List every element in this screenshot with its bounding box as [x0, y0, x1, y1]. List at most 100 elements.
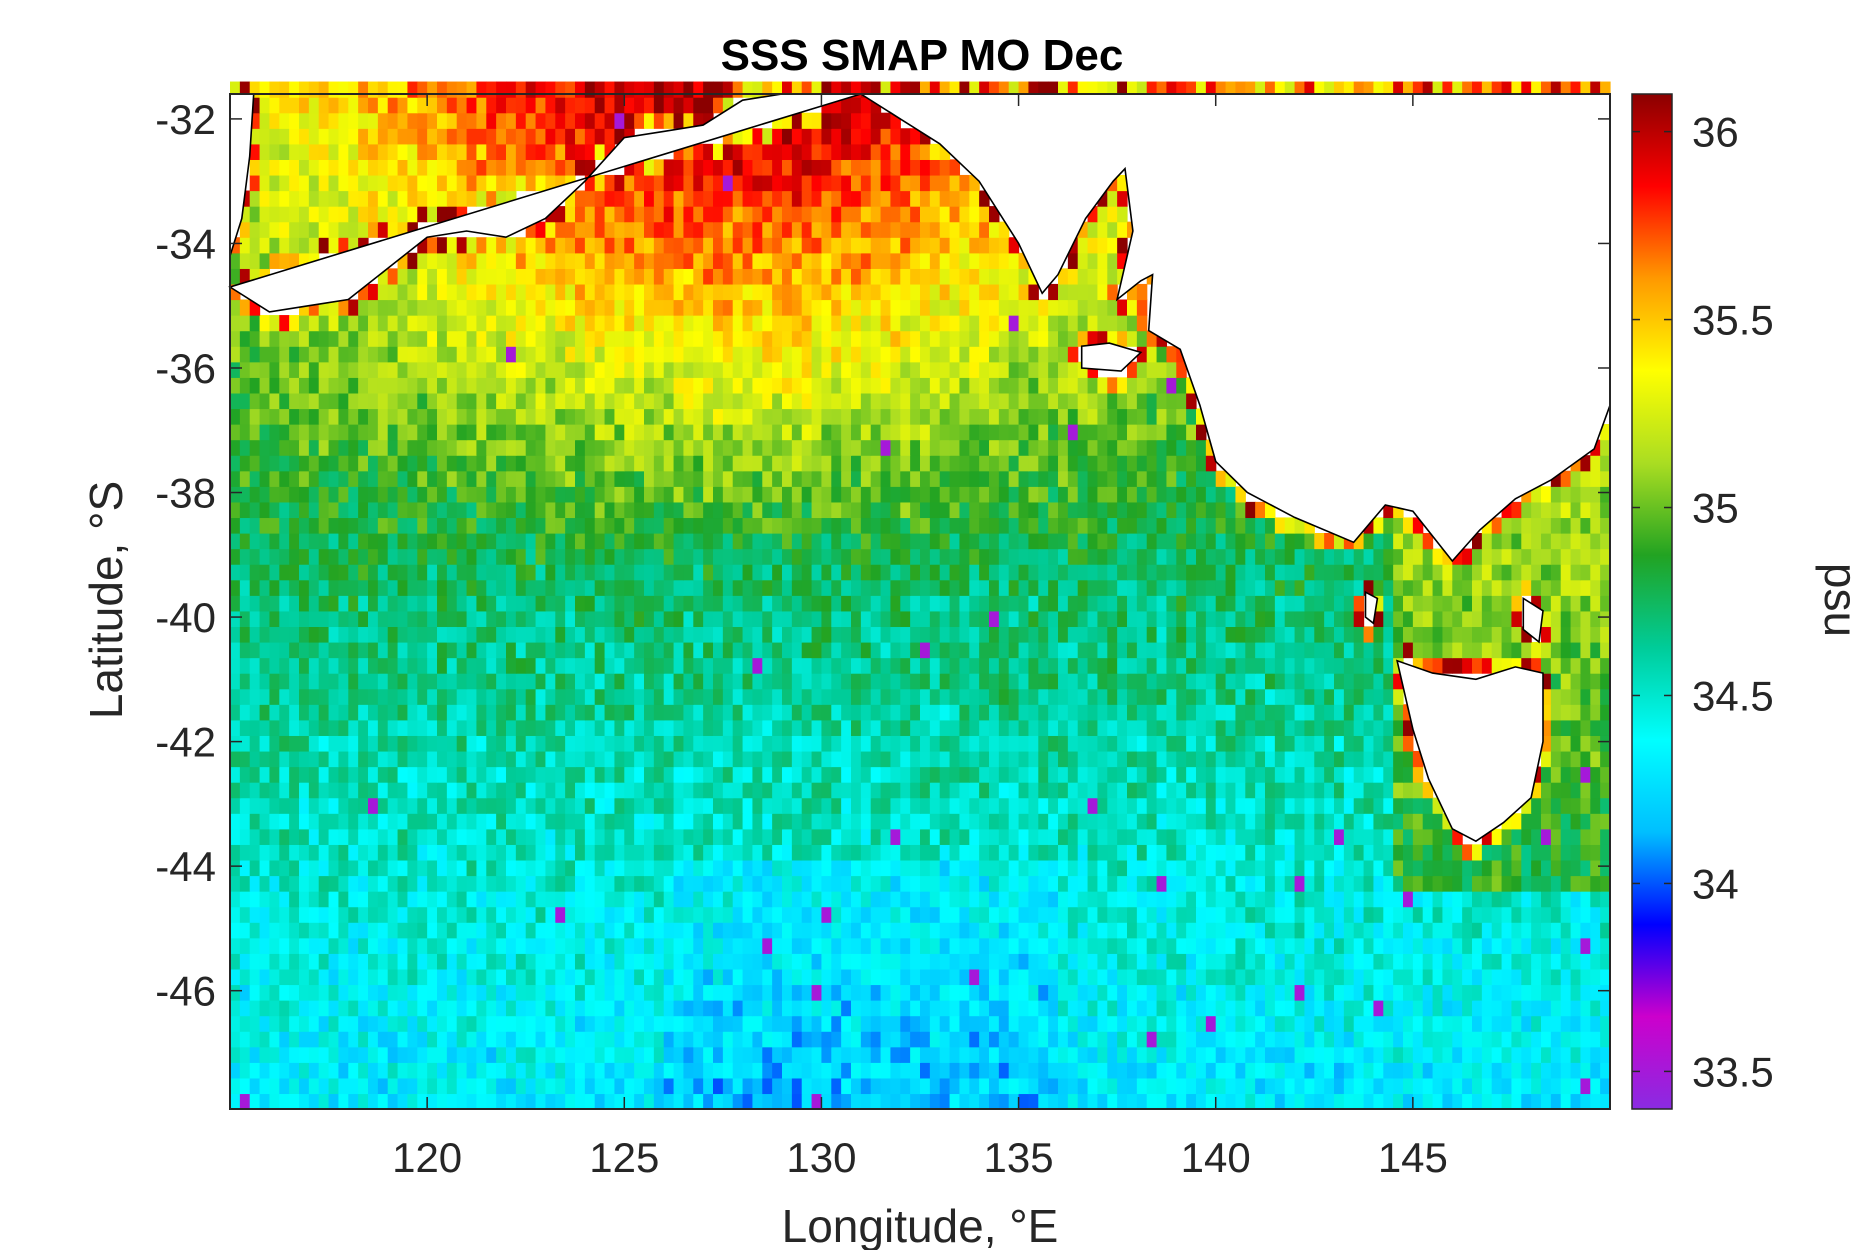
- heatmap-cell: [565, 1093, 576, 1110]
- heatmap-cell: [851, 673, 862, 690]
- heatmap-cell: [387, 719, 399, 736]
- heatmap-cell: [358, 688, 369, 705]
- heatmap-cell: [1274, 719, 1286, 736]
- heatmap-cell: [515, 953, 527, 970]
- heatmap-cell: [673, 1077, 685, 1095]
- heatmap-cell: [318, 673, 330, 690]
- heatmap-cell: [1393, 719, 1404, 736]
- heatmap-cell: [821, 937, 832, 954]
- heatmap-cell: [880, 657, 892, 674]
- heatmap-cell: [1353, 1062, 1365, 1079]
- heatmap-cell: [929, 906, 941, 923]
- heatmap-cell: [1314, 922, 1325, 939]
- heatmap-cell: [959, 968, 970, 986]
- heatmap-cell: [1146, 1046, 1158, 1063]
- heatmap-cell: [476, 1077, 487, 1095]
- heatmap-cell: [782, 1000, 793, 1017]
- heatmap-cell: [1176, 875, 1187, 892]
- heatmap-cell: [890, 782, 901, 799]
- heatmap-cell: [377, 641, 389, 659]
- heatmap-cell: [998, 875, 1010, 892]
- heatmap-cell: [1432, 1031, 1444, 1048]
- heatmap-cell: [1166, 891, 1177, 908]
- heatmap-cell: [1008, 704, 1020, 721]
- heatmap-cell: [456, 844, 468, 861]
- heatmap-cell: [368, 548, 379, 565]
- heatmap-cell: [1274, 688, 1286, 705]
- heatmap-cell: [998, 657, 1010, 674]
- heatmap-cell: [1225, 875, 1237, 892]
- heatmap-cell: [929, 548, 941, 565]
- heatmap-cell: [1452, 937, 1463, 954]
- heatmap-cell: [486, 953, 497, 970]
- heatmap-cell: [387, 750, 399, 768]
- heatmap-cell: [1166, 1046, 1177, 1063]
- heatmap-cell: [1580, 906, 1591, 923]
- heatmap-cell: [1560, 1062, 1572, 1079]
- heatmap-cell: [920, 1015, 931, 1032]
- heatmap-cell: [476, 922, 487, 939]
- heatmap-cell: [269, 610, 280, 628]
- heatmap-cell: [969, 1077, 980, 1095]
- heatmap-cell: [1186, 906, 1197, 923]
- heatmap-cell: [1373, 766, 1384, 783]
- heatmap-cell: [486, 968, 497, 986]
- heatmap-cell: [249, 968, 261, 986]
- heatmap-cell: [1136, 813, 1148, 830]
- heatmap-cell: [811, 719, 823, 736]
- heatmap-cell: [1156, 984, 1168, 1001]
- heatmap-cell: [1580, 891, 1591, 908]
- heatmap-cell: [634, 1000, 645, 1017]
- heatmap-cell: [1383, 657, 1394, 674]
- heatmap-cell: [791, 1000, 803, 1017]
- heatmap-cell: [249, 750, 261, 768]
- heatmap-cell: [713, 906, 724, 923]
- heatmap-cell: [230, 782, 241, 799]
- heatmap-cell: [811, 533, 823, 550]
- heatmap-cell: [1314, 719, 1325, 736]
- heatmap-cell: [1235, 719, 1246, 736]
- heatmap-cell: [545, 797, 556, 814]
- heatmap-cell: [377, 875, 389, 892]
- heatmap-cell: [1146, 548, 1158, 565]
- heatmap-cell: [929, 533, 941, 550]
- heatmap-cell: [427, 1000, 438, 1017]
- heatmap-cell: [959, 1031, 970, 1048]
- heatmap-cell: [920, 533, 931, 550]
- heatmap-cell: [1590, 891, 1601, 908]
- heatmap-cell: [673, 626, 685, 643]
- heatmap-cell: [1560, 906, 1572, 923]
- heatmap-cell: [693, 1000, 704, 1017]
- heatmap-cell: [1432, 937, 1444, 954]
- heatmap-cell: [1393, 1015, 1404, 1032]
- heatmap-cell: [328, 1062, 340, 1079]
- heatmap-cell: [1245, 953, 1256, 970]
- heatmap-cell: [1432, 548, 1444, 565]
- heatmap-cell: [1393, 610, 1404, 628]
- heatmap-cell: [939, 1062, 951, 1079]
- heatmap-cell: [772, 657, 783, 674]
- heatmap-cell: [594, 984, 606, 1001]
- heatmap-cell: [437, 548, 448, 565]
- heatmap-cell: [289, 579, 300, 596]
- heatmap-cell: [535, 968, 547, 986]
- heatmap-cell: [1156, 859, 1168, 877]
- heatmap-cell: [1452, 906, 1463, 923]
- heatmap-cell: [565, 564, 576, 581]
- heatmap-cell: [456, 564, 468, 581]
- heatmap-cell: [565, 719, 576, 736]
- heatmap-cell: [782, 533, 793, 550]
- heatmap-cell: [673, 564, 685, 581]
- heatmap-cell: [604, 782, 616, 799]
- heatmap-cell: [791, 641, 803, 659]
- heatmap-cell: [604, 891, 616, 908]
- heatmap-cell: [703, 641, 714, 659]
- heatmap-cell: [890, 533, 901, 550]
- heatmap-cell: [851, 1077, 862, 1095]
- heatmap-cell: [1294, 1000, 1306, 1017]
- heatmap-cell: [1541, 564, 1552, 581]
- heatmap-cell: [1304, 1031, 1315, 1048]
- heatmap-cell: [624, 937, 635, 954]
- heatmap-cell: [860, 968, 872, 986]
- heatmap-cell: [1176, 968, 1187, 986]
